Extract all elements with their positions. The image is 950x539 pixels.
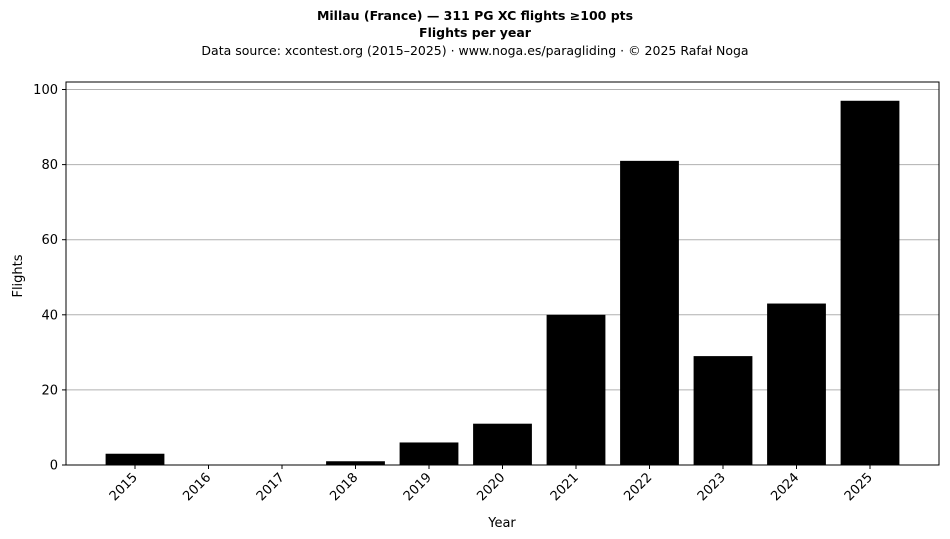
x-tick-label: 2024 — [768, 470, 802, 504]
x-tick-label: 2015 — [107, 470, 141, 504]
x-tick-label: 2019 — [401, 470, 435, 504]
x-axis: 2015 2016 2017 2018 2019 2020 2021 2022 2023 2024… — [107, 465, 876, 504]
x-tick-label: 2022 — [621, 470, 655, 504]
bar — [399, 442, 459, 465]
x-tick-label: 2016 — [180, 470, 214, 504]
y-axis: 0 20 40 60 80 100 — [33, 83, 66, 474]
y-tick-label: 20 — [41, 383, 58, 398]
bar — [840, 100, 900, 466]
y-tick-label: 0 — [50, 459, 58, 474]
bar — [105, 453, 165, 465]
x-tick-label: 2017 — [254, 470, 288, 504]
y-tick-label: 80 — [41, 158, 58, 173]
y-axis-label: Flights — [11, 254, 26, 297]
x-tick-label: 2023 — [695, 470, 729, 504]
bar — [767, 303, 826, 465]
chart-source: Data source: xcontest.org (2015–2025) · … — [201, 43, 749, 58]
x-tick-label: 2020 — [474, 470, 508, 504]
chart-title: Millau (France) — 311 PG XC flights ≥100… — [316, 8, 634, 23]
x-tick-label: 2025 — [842, 470, 876, 504]
x-tick-label: 2021 — [548, 470, 582, 504]
y-tick-label: 100 — [33, 83, 58, 98]
bar-series — [105, 100, 900, 466]
bar — [620, 160, 679, 465]
bar — [473, 423, 532, 465]
bar — [546, 314, 606, 465]
y-tick-label: 60 — [41, 233, 58, 248]
bar — [326, 461, 385, 465]
bar — [693, 356, 753, 465]
x-axis-label: Year — [487, 516, 516, 531]
chart-subtitle: Flights per year — [419, 25, 531, 40]
y-tick-label: 40 — [41, 308, 58, 323]
x-tick-label: 2018 — [327, 470, 361, 504]
